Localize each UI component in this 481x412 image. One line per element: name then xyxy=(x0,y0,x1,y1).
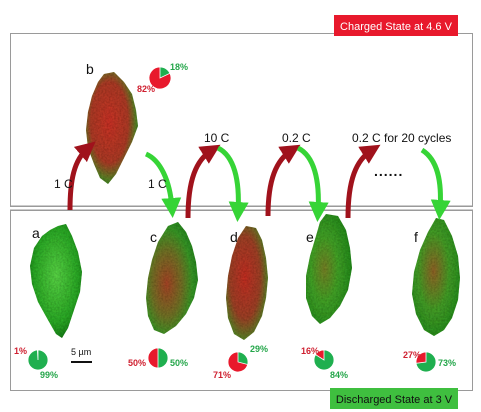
arrow-discharge-0.2c xyxy=(296,145,329,222)
pct-green-e: 84% xyxy=(330,370,348,380)
arrow-label-charge-1c: 1 C xyxy=(54,177,73,191)
panel-letter-d: d xyxy=(230,229,238,245)
pie-d xyxy=(227,351,249,373)
pie-a xyxy=(27,349,49,371)
arrow-label-discharge-1c: 1 C xyxy=(148,177,167,191)
particle-f xyxy=(412,218,460,336)
panel-letter-b: b xyxy=(86,61,94,77)
pie-red-slice xyxy=(227,351,249,373)
pct-red-e: 16% xyxy=(301,346,319,356)
arrow-charge-0.2c xyxy=(265,144,301,217)
pie-e xyxy=(313,349,335,371)
pct-green-a: 99% xyxy=(40,370,58,380)
pct-red-a: 1% xyxy=(14,346,27,356)
arrow-discharge-10c xyxy=(216,145,249,222)
arrow-label-10c: 10 C xyxy=(204,131,230,145)
pie-red-slice xyxy=(147,347,159,369)
arrow-discharge-1c xyxy=(144,151,182,218)
arrow-charge-20cycles xyxy=(345,144,381,219)
pie-c xyxy=(147,347,169,369)
pct-green-d: 29% xyxy=(250,344,268,354)
arrow-discharge-20cycles xyxy=(420,147,451,220)
particle-d xyxy=(226,226,268,340)
pie-red-slice xyxy=(315,349,325,361)
arrow-charge-10c xyxy=(185,144,221,219)
ellipsis-dots: ...... xyxy=(374,163,403,179)
pct-red-b: 82% xyxy=(137,84,155,94)
pct-red-f: 27% xyxy=(403,350,421,360)
pie-red-slice xyxy=(415,351,427,364)
pct-green-b: 18% xyxy=(170,62,188,72)
pct-green-c: 50% xyxy=(170,358,188,368)
pct-green-f: 73% xyxy=(438,358,456,368)
charged-banner-text: Charged State at 4.6 V xyxy=(340,21,453,33)
pie-b xyxy=(148,66,172,90)
discharged-banner-box xyxy=(330,388,458,409)
panel-letter-c: c xyxy=(150,229,157,245)
discharged-banner-text: Discharged State at 3 V xyxy=(336,394,453,406)
panel-letter-a: a xyxy=(32,225,40,241)
arrow-charge-1c xyxy=(67,141,96,211)
particle-c xyxy=(146,222,198,334)
particle-b xyxy=(86,72,138,184)
scale-bar-label: 5 µm xyxy=(71,347,91,357)
pie-red-slice xyxy=(36,349,39,361)
arrow-label-20cycles: 0.2 C for 20 cycles xyxy=(352,131,451,145)
arrow-label-0.2c: 0.2 C xyxy=(282,131,311,145)
particle-a xyxy=(30,224,82,338)
charged-banner-box xyxy=(334,15,458,36)
pie-red-slice xyxy=(148,66,172,90)
pie-f xyxy=(415,351,437,373)
charged-state-frame xyxy=(10,33,473,207)
panel-letter-f: f xyxy=(414,229,418,245)
pct-red-c: 50% xyxy=(128,358,146,368)
panel-letter-e: e xyxy=(306,229,314,245)
pct-red-d: 71% xyxy=(213,370,231,380)
particle-e xyxy=(306,214,352,324)
